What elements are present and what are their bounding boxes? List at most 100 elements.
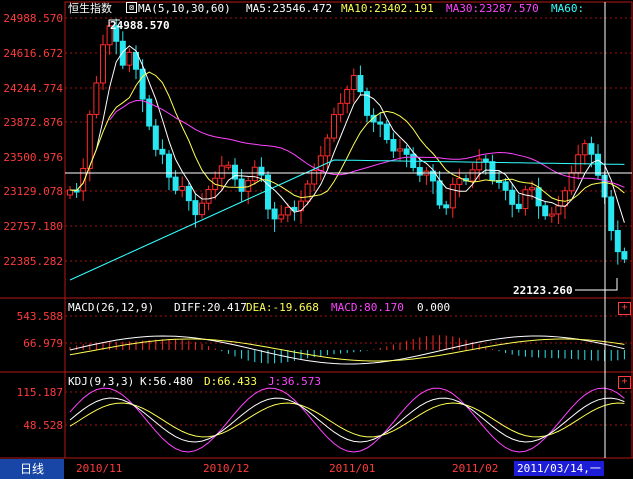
candle-body — [515, 203, 522, 210]
candle-body — [67, 189, 73, 196]
candle-body — [232, 164, 238, 180]
ma10-line — [69, 71, 625, 202]
candle-body — [324, 137, 331, 157]
candle-body — [126, 51, 133, 66]
candle-body — [199, 202, 205, 216]
candle-body — [86, 113, 93, 169]
candle-body — [311, 169, 318, 185]
candle-body — [350, 75, 357, 91]
candlestick-series — [67, 18, 628, 265]
candle-body — [443, 204, 450, 209]
candle-body — [476, 158, 483, 171]
candle-body — [278, 214, 285, 220]
candle-body — [192, 200, 199, 216]
candle-body — [581, 143, 588, 156]
candle-body — [179, 185, 186, 191]
candle-body — [265, 174, 271, 210]
kdj-expand-button[interactable]: + — [618, 376, 631, 389]
ma-label: MA(5,10,30,60) — [138, 2, 231, 15]
candle-body — [555, 205, 562, 215]
candle-body — [113, 25, 120, 42]
ma30-line — [109, 99, 625, 188]
candle-body — [522, 189, 529, 210]
j-line — [69, 387, 625, 453]
candle-body — [430, 170, 436, 182]
candle-body — [403, 148, 410, 155]
ma30-value: MA30:23287.570 — [446, 2, 539, 15]
candle-body — [621, 251, 628, 260]
candle-body — [436, 180, 443, 206]
moving-average-lines — [69, 45, 625, 281]
macd-title: MACD(26,12,9) — [68, 301, 155, 314]
low-pointer — [575, 278, 618, 291]
dea-line — [69, 338, 625, 362]
y-axis-label: 24616.672 — [3, 47, 63, 60]
kdj-d: D:66.433 — [204, 375, 257, 388]
candle-body — [100, 44, 106, 84]
candle-body — [377, 121, 384, 125]
x-axis-date-label: 2010/12 — [203, 462, 250, 475]
high-pointer — [108, 19, 120, 27]
candle-body — [258, 166, 265, 176]
candle-body — [357, 75, 364, 93]
d-line — [69, 402, 625, 438]
candle-body — [205, 189, 212, 204]
y-axis-label: 23129.078 — [3, 185, 63, 198]
kdj-title: KDJ(9,3,3) — [68, 375, 135, 388]
low-price-label: 22123.260 — [513, 284, 573, 297]
candle-body — [449, 183, 456, 209]
candle-body — [608, 196, 615, 232]
candle-body — [146, 98, 153, 127]
candle-body — [93, 82, 100, 115]
candle-body — [489, 161, 496, 181]
index-name: 恒生指数 — [68, 2, 112, 15]
ma10-value: MA10:23402.191 — [341, 2, 434, 15]
candle-body — [166, 153, 172, 178]
candle-body — [416, 167, 423, 176]
macd-series — [69, 335, 625, 365]
candle-body — [548, 213, 555, 217]
macd-value: MACD:80.170 — [331, 301, 404, 314]
candle-body — [529, 187, 535, 191]
kdj-j: J:36.573 — [268, 375, 321, 388]
candle-body — [251, 166, 258, 182]
candle-body — [172, 176, 179, 191]
candle-body — [80, 167, 87, 192]
high-price-label: 24988.570 — [110, 19, 170, 32]
candle-body — [562, 190, 568, 207]
candle-body — [568, 172, 575, 192]
candle-body — [331, 114, 337, 139]
y-axis-label: 23872.876 — [3, 116, 63, 129]
candle-body — [119, 40, 126, 66]
macd-zero: 0.000 — [417, 301, 451, 314]
macd-expand-button[interactable]: + — [618, 302, 631, 315]
macd-dea: DEA:-19.668 — [246, 301, 319, 314]
chart-frame — [64, 1, 633, 459]
candle-body — [152, 125, 159, 150]
candle-body — [238, 178, 245, 192]
macd-y-axis-label: 66.979 — [23, 337, 63, 350]
macd-y-axis-label: 543.588 — [16, 310, 63, 323]
kdj-y-axis-label: 115.187 — [16, 386, 63, 399]
candle-body — [304, 183, 311, 202]
y-axis-label: 22757.180 — [3, 220, 63, 233]
candle-body — [106, 25, 113, 46]
candle-body — [344, 89, 351, 104]
ma-toggle-icon[interactable]: ⊠ — [126, 2, 137, 13]
ma60-value: MA60: — [551, 2, 585, 15]
period-tab-daily[interactable]: 日线 — [0, 459, 64, 479]
kdj-y-axis-label: 48.528 — [23, 419, 63, 432]
y-axis-label: 22385.282 — [3, 255, 63, 268]
candle-body — [337, 102, 344, 116]
macd-diff: DIFF:20.417 — [174, 301, 247, 314]
candle-body — [535, 187, 542, 207]
k-line — [69, 397, 625, 443]
candle-body — [595, 153, 601, 176]
candle-body — [469, 169, 476, 182]
cursor-date-label: 2011/03/14,一 — [514, 461, 604, 476]
candle-body — [588, 143, 595, 155]
ma5-value: MA5:23546.472 — [246, 2, 333, 15]
ma5-line — [69, 45, 625, 223]
